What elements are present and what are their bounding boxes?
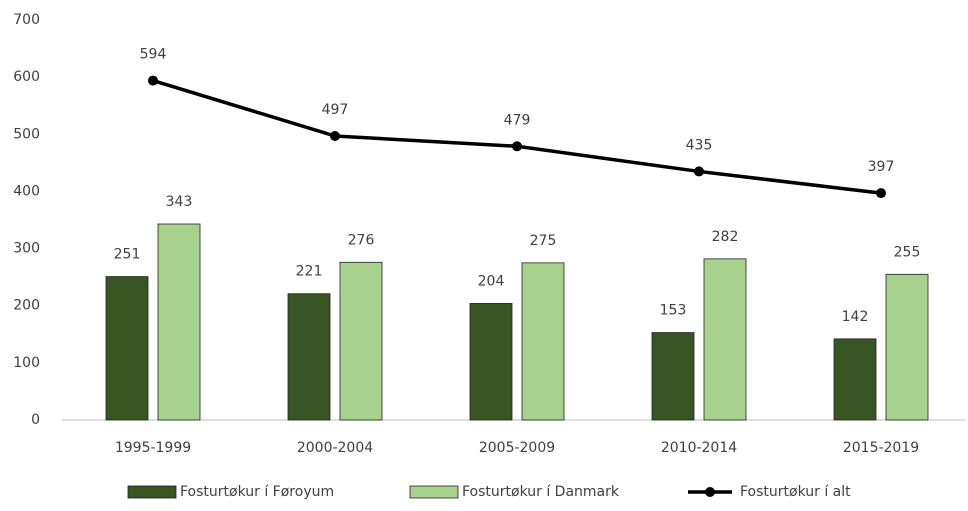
data-label: 153 [660, 303, 687, 319]
data-label: 435 [686, 137, 713, 153]
y-tick-label: 400 [13, 183, 40, 199]
y-tick-label: 300 [13, 241, 40, 257]
data-label: 343 [166, 194, 193, 210]
y-tick-label: 200 [13, 298, 40, 314]
legend-label: Fosturtøkur í alt [740, 484, 851, 500]
y-tick-label: 100 [13, 355, 40, 371]
bar [833, 338, 877, 421]
point [694, 166, 704, 177]
data-label: 497 [322, 102, 349, 118]
legend-swatch [705, 487, 715, 497]
point [876, 188, 886, 199]
data-label: 282 [712, 229, 739, 245]
data-label: 479 [504, 112, 531, 128]
legend-swatch [127, 485, 177, 499]
x-tick-label: 2005-2009 [479, 440, 555, 456]
x-tick-label: 2000-2004 [297, 440, 373, 456]
y-tick-label: 500 [13, 126, 40, 142]
data-label: 251 [114, 247, 141, 263]
data-label: 594 [140, 47, 167, 63]
legend-label: Fosturtøkur í Føroyum [180, 484, 334, 500]
data-label: 221 [296, 264, 323, 280]
point [512, 141, 522, 152]
data-label: 204 [478, 273, 505, 289]
data-label: 275 [530, 233, 557, 249]
legend-label: Fosturtøkur í Danmark [462, 484, 620, 500]
y-tick-label: 700 [13, 12, 40, 28]
point [148, 75, 158, 86]
line [152, 78, 882, 195]
bar [703, 258, 747, 421]
bar [339, 261, 383, 421]
point [330, 131, 340, 141]
y-tick-label: 0 [31, 412, 40, 428]
bar [521, 262, 565, 421]
data-label: 255 [894, 244, 921, 260]
y-tick-label: 600 [13, 69, 40, 85]
data-label: 276 [348, 232, 375, 248]
x-tick-label: 1995-1999 [115, 440, 191, 456]
bar [651, 332, 695, 421]
bar [885, 273, 929, 421]
bar [157, 223, 201, 421]
bar [105, 276, 149, 421]
bar [469, 303, 513, 421]
x-tick-label: 2015-2019 [843, 440, 919, 456]
data-label: 142 [842, 309, 869, 325]
data-label: 397 [868, 159, 895, 175]
x-tick-label: 2010-2014 [661, 440, 737, 456]
bar [287, 293, 331, 421]
legend-swatch [409, 485, 459, 499]
